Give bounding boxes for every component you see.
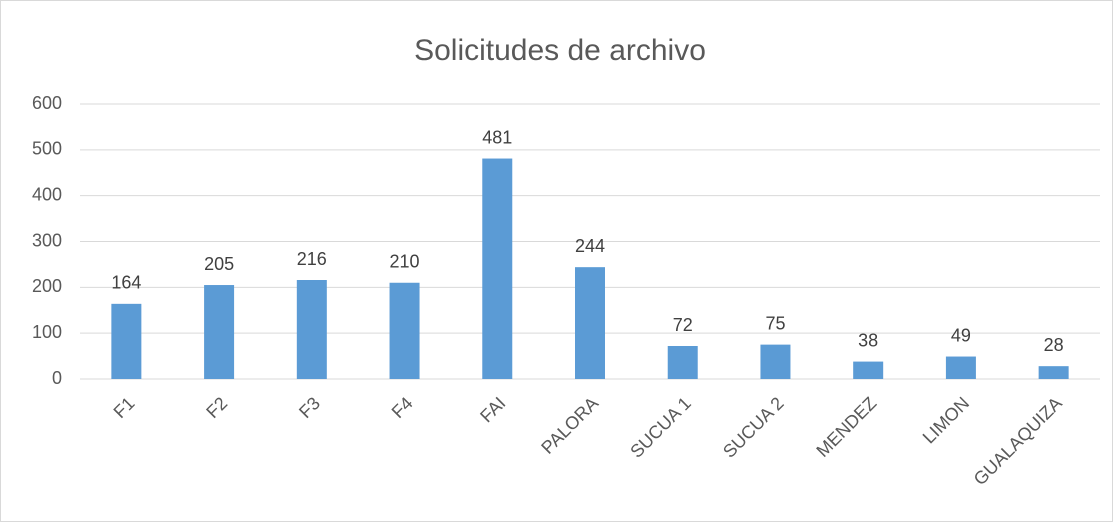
bar <box>667 346 698 379</box>
y-tick-label: 300 <box>32 230 62 250</box>
data-label: 164 <box>111 273 141 293</box>
data-label: 216 <box>297 249 327 269</box>
bar <box>296 280 327 379</box>
data-label: 205 <box>204 254 234 274</box>
data-label: 72 <box>673 315 693 335</box>
data-label: 75 <box>765 313 785 333</box>
data-label: 481 <box>482 127 512 147</box>
bar <box>111 303 142 379</box>
y-tick-label: 200 <box>32 276 62 296</box>
bar <box>575 267 605 379</box>
bar <box>853 361 884 379</box>
bar <box>760 344 791 379</box>
y-tick-label: 0 <box>52 368 62 388</box>
chart-title: Solicitudes de archivo <box>414 34 706 67</box>
bar <box>945 356 976 379</box>
data-label: 210 <box>390 252 420 272</box>
data-label: 38 <box>858 330 878 350</box>
y-tick-label: 100 <box>32 322 62 342</box>
bar <box>482 158 513 379</box>
y-tick-label: 500 <box>32 139 62 159</box>
bar <box>204 285 235 379</box>
data-label: 244 <box>575 236 605 256</box>
data-label: 49 <box>951 325 971 345</box>
bar <box>389 282 420 379</box>
y-tick-label: 400 <box>32 184 62 204</box>
data-label: 28 <box>1044 335 1064 355</box>
bar <box>1038 366 1069 379</box>
y-tick-label: 600 <box>32 93 62 113</box>
